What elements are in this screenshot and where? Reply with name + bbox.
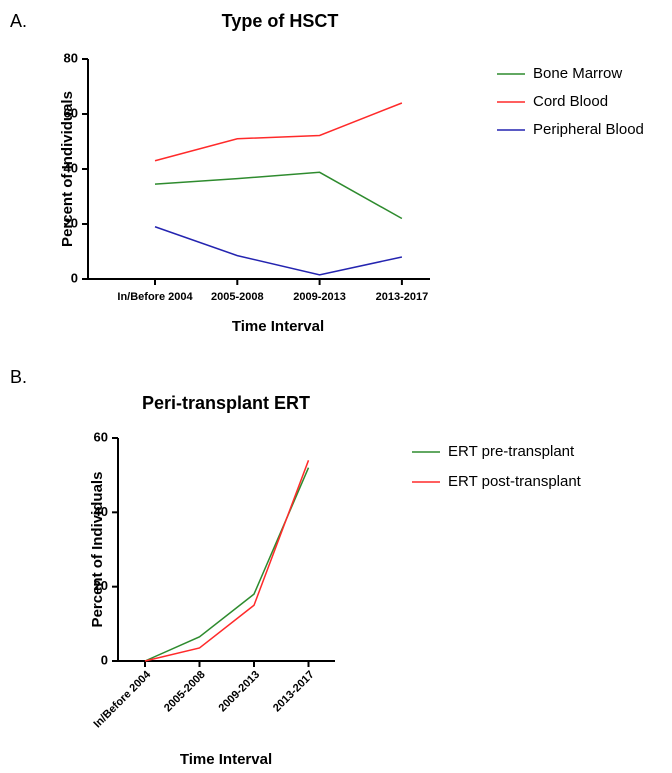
legend-label: ERT pre-transplant [448, 443, 575, 460]
panel-label: A. [10, 11, 27, 31]
x-tick-label: In/Before 2004 [92, 668, 154, 730]
x-tick-label: 2005-2008 [211, 291, 264, 303]
y-tick-label: 0 [101, 652, 108, 667]
series-line [154, 102, 403, 162]
x-tick-label: 2009-2013 [216, 669, 262, 715]
series-line [154, 171, 403, 220]
panel-label: B. [10, 367, 27, 387]
x-tick-label: 2013-2017 [376, 291, 429, 303]
legend-label: ERT post-transplant [448, 473, 582, 490]
y-tick-label: 20 [64, 215, 78, 230]
chart-title: Type of HSCT [222, 11, 339, 31]
legend-label: Peripheral Blood [533, 121, 644, 138]
chart-title: Peri-transplant ERT [142, 393, 310, 413]
series-line [144, 467, 310, 662]
x-tick-label: 2005-2008 [162, 669, 208, 715]
y-axis-label: Percent of Individuals [89, 472, 106, 628]
y-tick-label: 20 [94, 578, 108, 593]
x-tick-label: In/Before 2004 [117, 291, 193, 303]
series-line [144, 460, 310, 662]
x-axis-label: Time Interval [232, 318, 324, 335]
legend-label: Cord Blood [533, 93, 608, 110]
y-tick-label: 40 [94, 504, 108, 519]
y-tick-label: 80 [64, 50, 78, 65]
y-tick-label: 40 [64, 160, 78, 175]
x-tick-label: 2013-2017 [271, 669, 317, 715]
series-line [154, 226, 403, 276]
y-axis-label: Percent of Individuals [59, 91, 76, 247]
y-tick-label: 60 [64, 105, 78, 120]
x-axis-label: Time Interval [180, 751, 272, 768]
y-tick-label: 60 [94, 429, 108, 444]
y-tick-label: 0 [71, 270, 78, 285]
x-tick-label: 2009-2013 [293, 291, 346, 303]
legend-label: Bone Marrow [533, 65, 622, 82]
